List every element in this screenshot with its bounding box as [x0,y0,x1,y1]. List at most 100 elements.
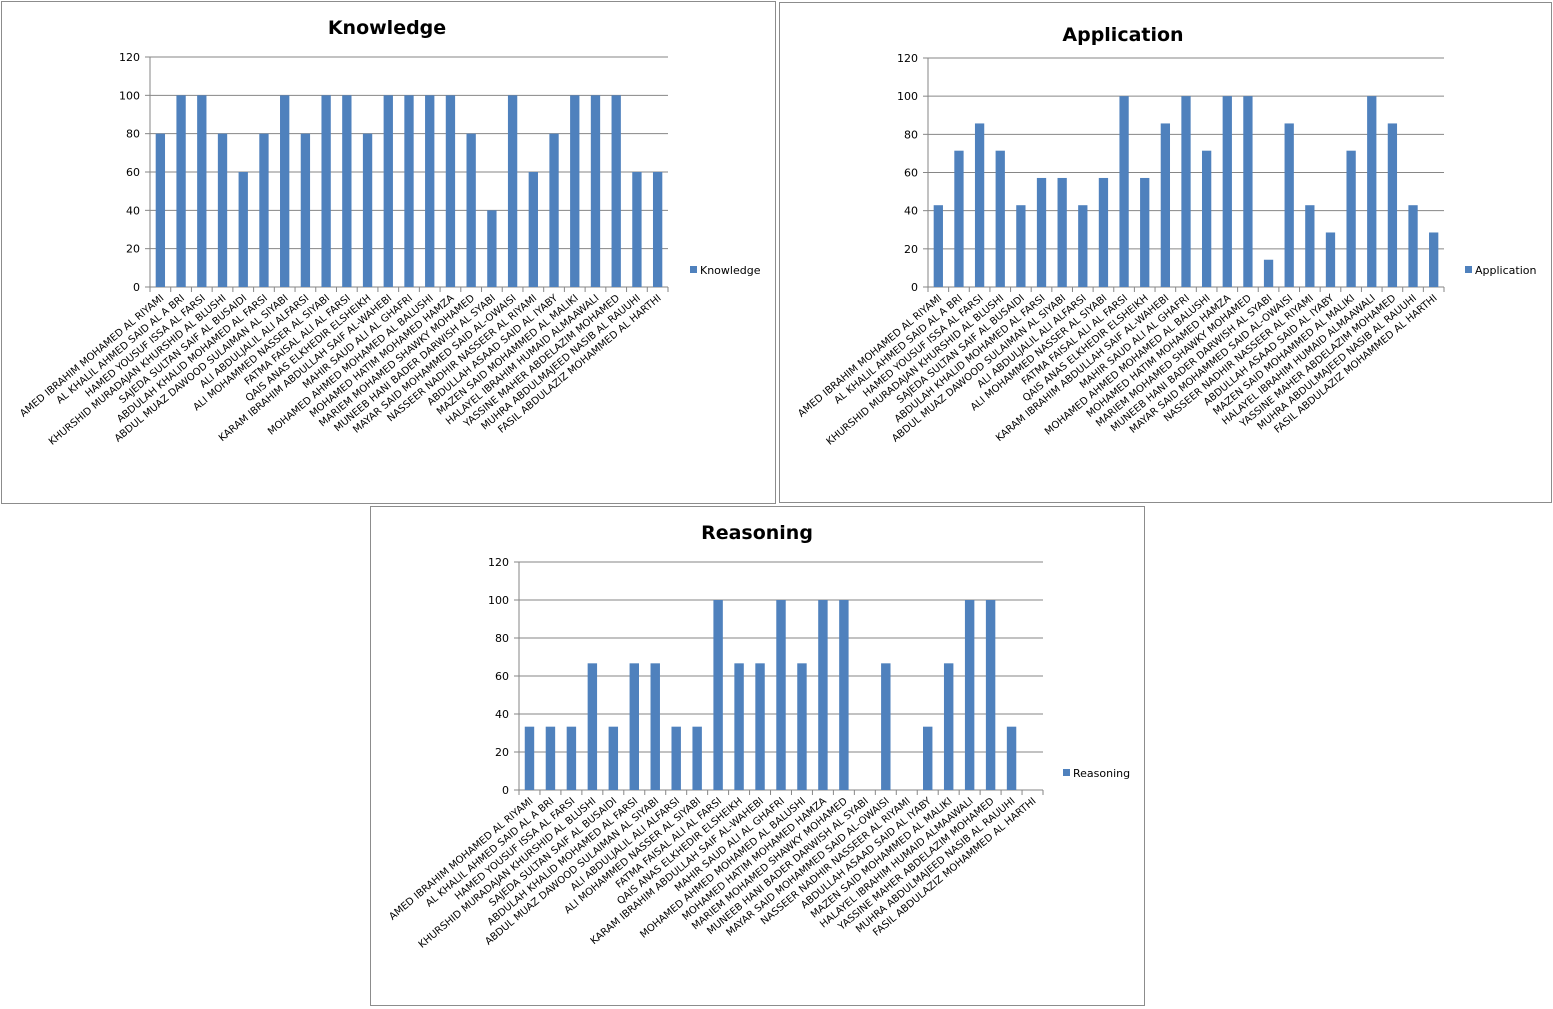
legend-label: Application [1475,264,1536,277]
knowledge-chart-title: Knowledge [328,17,446,39]
reasoning-chart-title: Reasoning [701,522,813,544]
bar [923,726,933,790]
bar [755,663,765,790]
bar [933,205,943,287]
y-tick-label: 120 [488,556,509,569]
bar [943,663,954,790]
bar [1016,205,1026,287]
bar [300,133,311,287]
y-tick-label: 100 [488,594,509,607]
bar [1408,205,1418,287]
y-tick-label: 60 [904,167,918,180]
bar [383,95,393,287]
bar [155,133,166,287]
bar [1098,177,1109,287]
bar [1429,232,1439,287]
bar [776,600,786,790]
legend-label: Knowledge [700,264,761,277]
y-tick-label: 20 [904,243,918,256]
bar [671,726,681,790]
bar [974,123,985,287]
bar [652,172,663,287]
bar [818,600,828,790]
bar [1119,96,1129,288]
bar [1243,96,1253,288]
bar [1036,177,1047,287]
bar [611,95,621,287]
bar [1078,205,1088,287]
legend-swatch [1465,266,1472,273]
bar [839,600,849,790]
y-tick-label: 20 [495,746,509,759]
y-tick-label: 60 [126,166,140,179]
bar [176,95,186,287]
bar [632,172,642,287]
bar [1140,177,1150,287]
bar [692,726,702,790]
bar [466,133,476,287]
y-tick-label: 0 [133,281,140,294]
bar [217,133,228,287]
bar [797,663,807,790]
y-tick-label: 0 [502,784,509,797]
y-tick-label: 80 [495,632,509,645]
bar [713,600,723,790]
y-tick-label: 100 [119,89,140,102]
bar [404,95,414,287]
bar [1201,150,1212,287]
y-tick-label: 40 [904,205,918,218]
bar [1325,232,1336,287]
bar [964,600,975,790]
bar [1387,123,1398,287]
bar [1284,123,1294,287]
y-tick-label: 120 [119,51,140,64]
y-tick-label: 40 [495,708,509,721]
y-tick-label: 80 [126,128,140,141]
bar [1305,205,1315,287]
bar [734,663,744,790]
bar [238,172,248,287]
bar [1160,123,1171,287]
bar [487,210,497,287]
bar [608,726,619,790]
y-tick-label: 0 [911,281,918,294]
bar [362,133,373,287]
bar [629,663,639,790]
legend-swatch [1063,769,1070,776]
bar [1006,726,1017,790]
bar [425,95,435,287]
bar [1367,96,1377,288]
application-chart-title: Application [1062,24,1183,46]
bar [1263,259,1274,287]
y-tick-label: 20 [126,243,140,256]
bar [1346,150,1356,287]
bar [590,95,601,287]
bar [566,726,577,790]
y-tick-label: 120 [897,52,918,65]
bar [985,600,996,790]
bar [321,95,331,287]
legend-label: Reasoning [1073,767,1130,780]
y-tick-label: 80 [904,128,918,141]
bar [587,663,598,790]
bar [507,95,518,287]
y-tick-label: 40 [126,204,140,217]
bar [445,95,456,287]
bar [1181,96,1191,288]
y-tick-label: 60 [495,670,509,683]
bar [280,95,290,287]
bar [197,95,207,287]
bar [528,172,538,287]
y-tick-label: 100 [897,90,918,103]
bar [1057,177,1067,287]
bar [954,150,964,287]
bar [995,150,1005,287]
bar [570,95,580,287]
bar [342,95,352,287]
bar [259,133,269,287]
bar [524,726,535,790]
bar [650,663,660,790]
bar [549,133,559,287]
legend-swatch [690,266,697,273]
